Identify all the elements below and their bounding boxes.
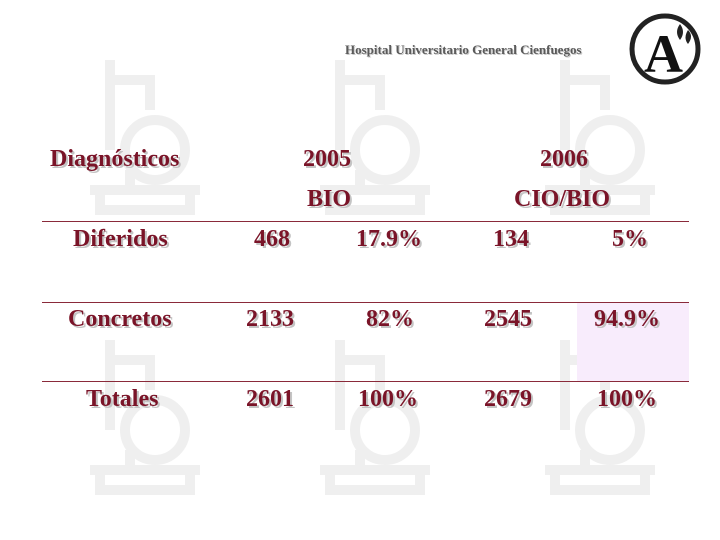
cell-2006-percent: 100% xyxy=(597,386,657,412)
svg-text:A: A xyxy=(644,24,683,84)
cell-2005-count: 2601 xyxy=(246,386,294,412)
header-year-2005: 2005 xyxy=(303,146,351,172)
cell-2005-percent: 100% xyxy=(358,386,418,412)
cell-2006-percent: 5% xyxy=(612,226,648,252)
table-divider xyxy=(42,381,689,382)
highlight-cell xyxy=(577,303,689,381)
row-label-totales: Totales xyxy=(86,386,159,412)
cell-2005-percent: 17.9% xyxy=(356,226,422,252)
table-divider xyxy=(42,302,689,303)
table-divider xyxy=(42,221,689,222)
microscope-watermark-icon xyxy=(70,320,220,500)
cell-2005-count: 468 xyxy=(254,226,290,252)
microscope-watermark-icon xyxy=(300,40,450,220)
header-diagnosticos: Diagnósticos xyxy=(50,146,180,172)
cell-2006-percent: 94.9% xyxy=(594,306,660,332)
microscope-watermark-icon xyxy=(70,40,220,220)
header-year-2006: 2006 xyxy=(540,146,588,172)
hospital-name: Hospital Universitario General Cienfuego… xyxy=(345,42,582,57)
row-label-diferidos: Diferidos xyxy=(73,226,168,252)
microscope-watermark-icon xyxy=(525,40,675,220)
cell-2005-count: 2133 xyxy=(246,306,294,332)
header-2005-sub: BIO xyxy=(307,186,352,212)
hospital-logo-icon: A xyxy=(626,10,704,88)
header-2006-sub: CIO/BIO xyxy=(514,186,611,212)
cell-2005-percent: 82% xyxy=(366,306,414,332)
cell-2006-count: 2679 xyxy=(484,386,532,412)
cell-2006-count: 134 xyxy=(493,226,529,252)
microscope-watermark-icon xyxy=(300,320,450,500)
cell-2006-count: 2545 xyxy=(484,306,532,332)
row-label-concretos: Concretos xyxy=(68,306,172,332)
